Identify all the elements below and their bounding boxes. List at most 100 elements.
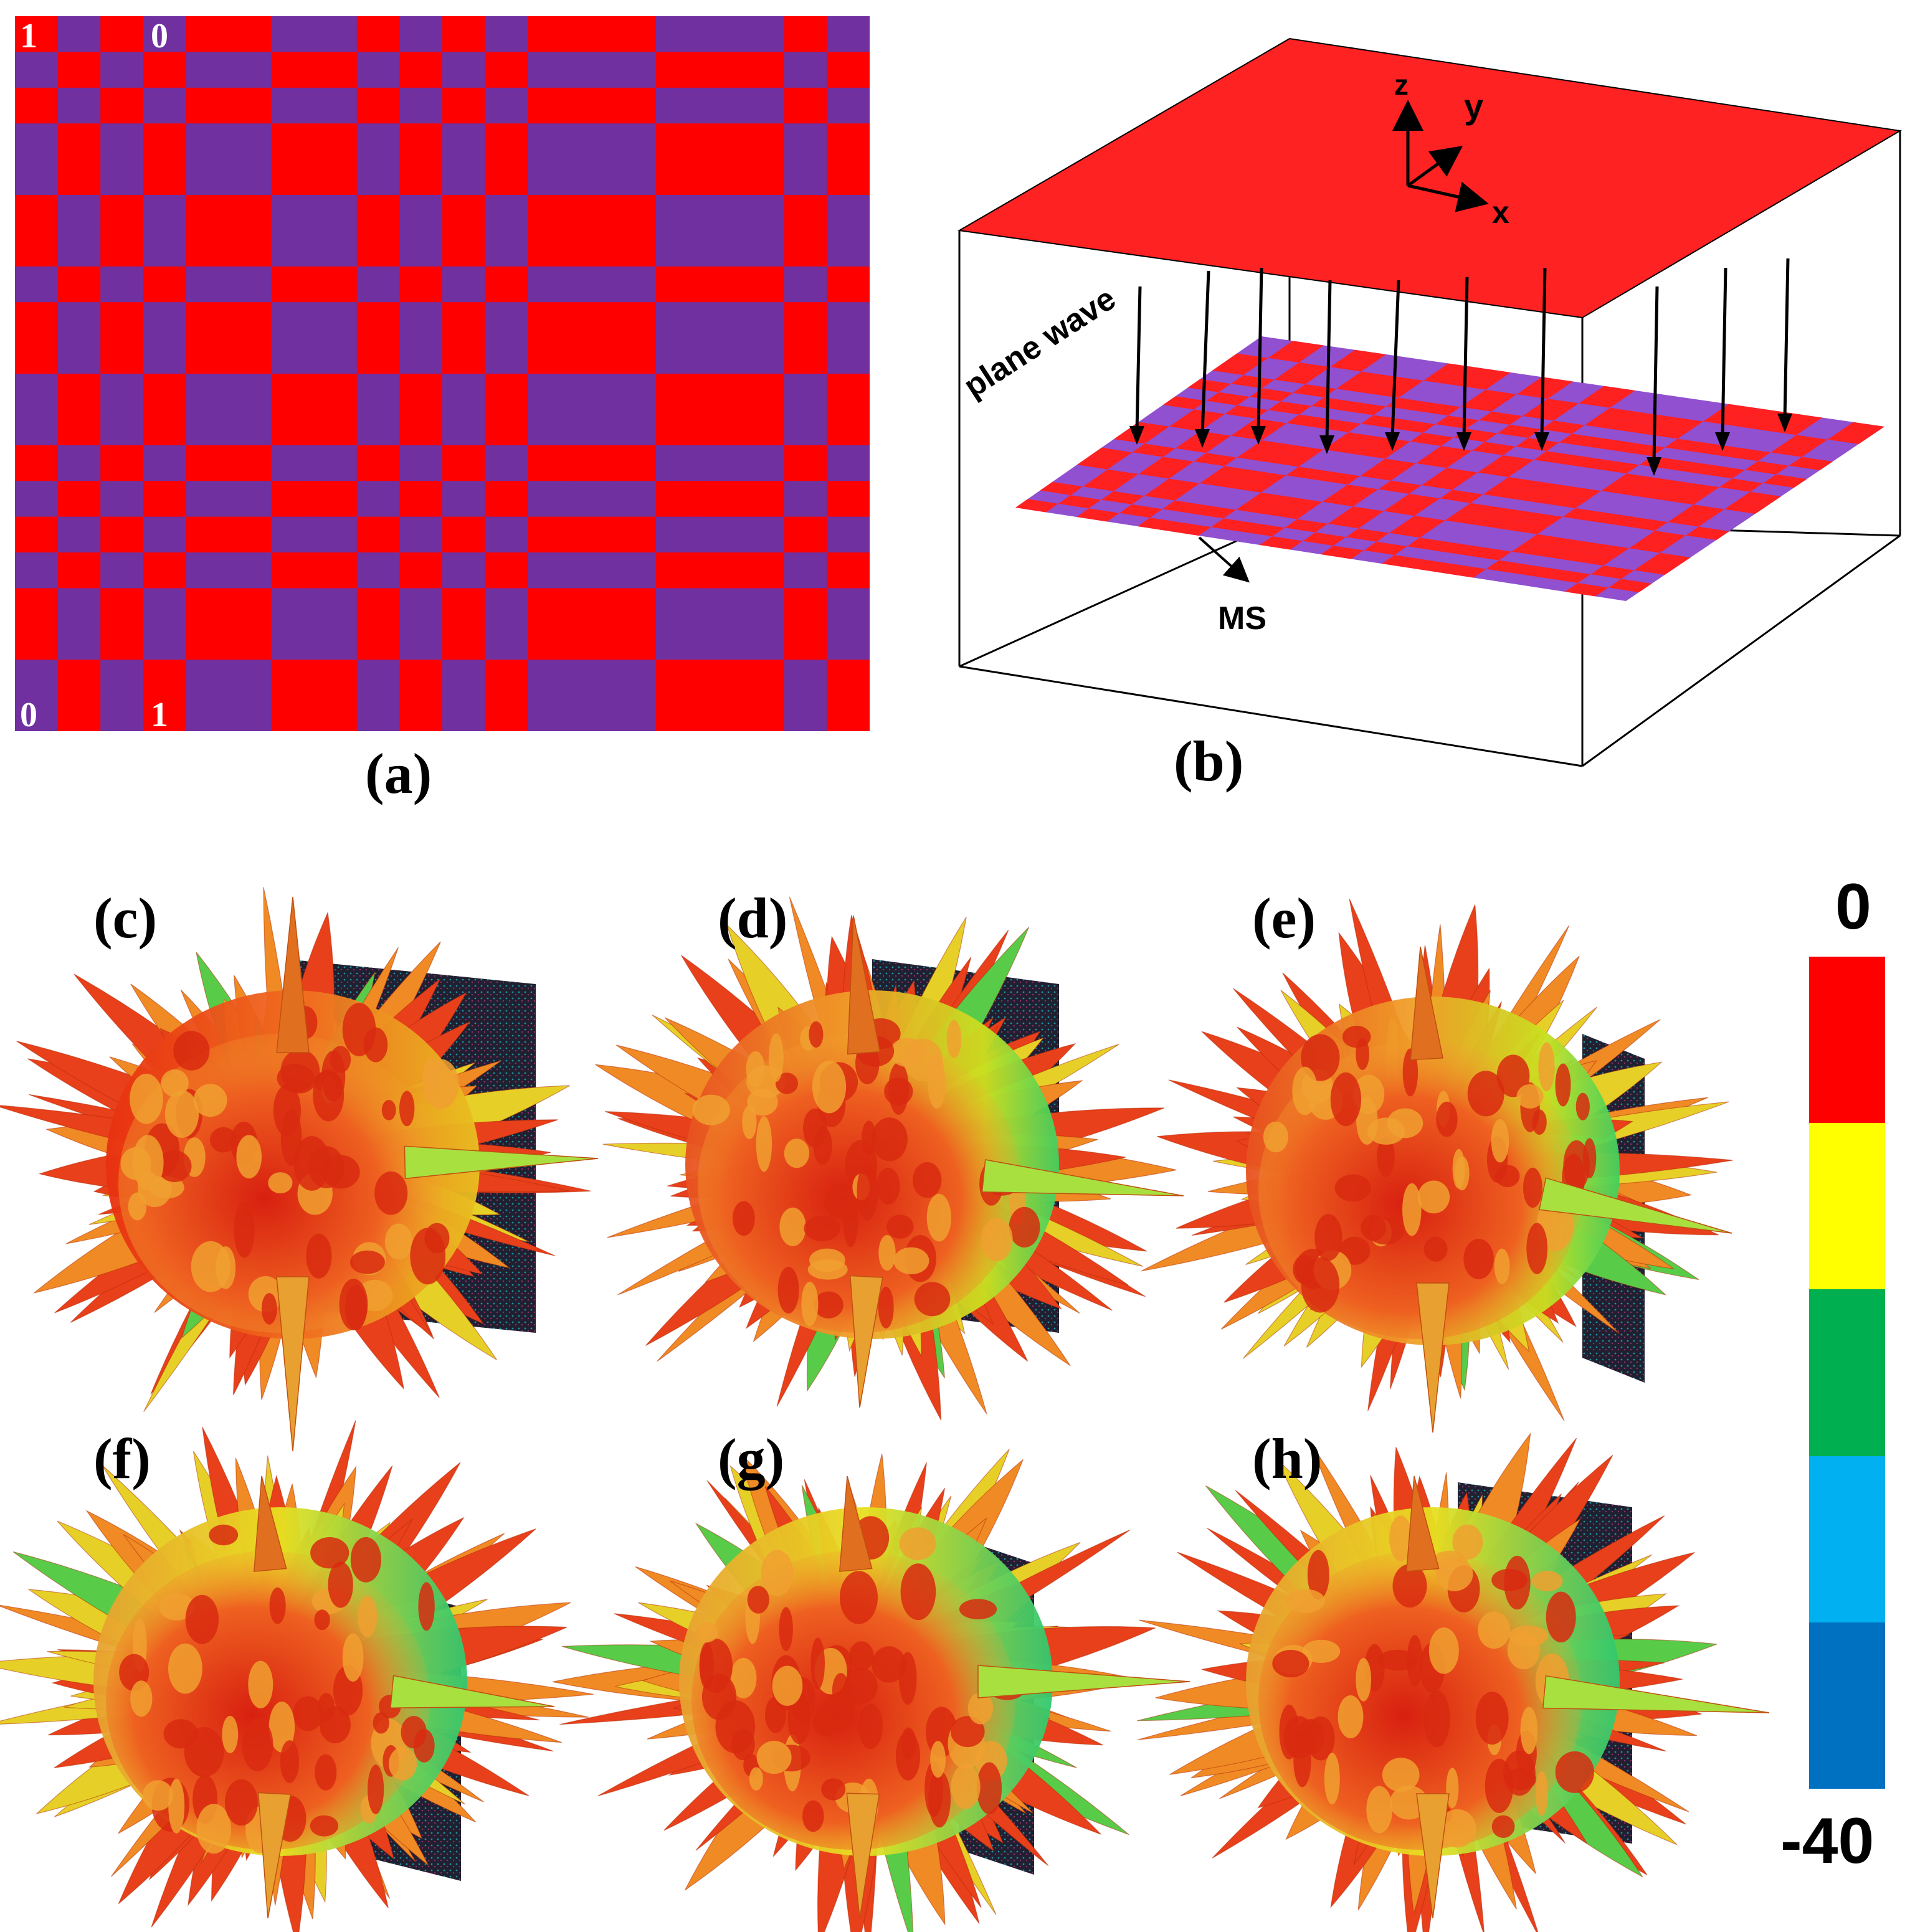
caption-b: (b) bbox=[1174, 729, 1244, 793]
ms-cell bbox=[1243, 470, 1286, 484]
coding-cell bbox=[784, 409, 827, 446]
coding-cell bbox=[741, 123, 785, 160]
main-lobe bbox=[847, 915, 881, 1055]
coding-cell bbox=[442, 302, 486, 339]
coding-cell bbox=[827, 87, 870, 124]
ms-cell bbox=[1437, 542, 1481, 556]
ms-cell bbox=[1562, 508, 1607, 522]
coding-cell bbox=[100, 409, 144, 446]
coding-cell bbox=[827, 588, 870, 625]
coding-cell bbox=[57, 374, 101, 410]
ms-cell bbox=[1242, 523, 1285, 537]
coding-cell bbox=[741, 623, 785, 660]
coding-cell bbox=[485, 409, 528, 446]
coding-cell bbox=[656, 588, 700, 625]
coding-cell bbox=[399, 445, 443, 481]
radiation-pattern-c bbox=[0, 887, 599, 1452]
coding-cell bbox=[314, 159, 358, 196]
coding-cell bbox=[15, 552, 59, 589]
coding-cell bbox=[271, 623, 315, 660]
coding-cell bbox=[356, 588, 400, 625]
coding-cell bbox=[15, 159, 59, 196]
coding-cell bbox=[57, 52, 101, 88]
coding-cell bbox=[827, 660, 870, 696]
ms-cell bbox=[1162, 500, 1205, 514]
coding-cell bbox=[613, 516, 657, 553]
coding-cell bbox=[356, 374, 400, 410]
coding-cell bbox=[784, 266, 827, 303]
coding-cell bbox=[570, 623, 614, 660]
caption-h: (h) bbox=[1252, 1427, 1323, 1490]
coding-cell bbox=[741, 159, 785, 196]
ms-cell bbox=[1280, 341, 1324, 354]
coding-cell bbox=[186, 195, 229, 231]
ms-cell bbox=[1593, 513, 1637, 526]
coding-cell bbox=[15, 374, 59, 410]
ms-cell bbox=[1364, 541, 1407, 556]
ms-cell bbox=[1476, 516, 1519, 530]
coding-cell bbox=[827, 266, 870, 303]
coding-cell bbox=[827, 52, 870, 88]
coding-cell bbox=[656, 87, 700, 124]
coding-cell bbox=[399, 623, 443, 660]
ms-cell bbox=[1316, 471, 1361, 485]
coding-cell bbox=[100, 516, 144, 553]
coding-cell bbox=[485, 552, 528, 589]
ms-cell bbox=[1268, 453, 1311, 467]
ms-cell bbox=[1323, 440, 1367, 455]
coding-cell bbox=[485, 588, 528, 625]
plane-wave-arrows bbox=[1129, 258, 1792, 476]
coding-cell bbox=[229, 516, 272, 553]
axis-label-x: x bbox=[1492, 195, 1509, 230]
coding-cell bbox=[186, 660, 229, 696]
ms-cell bbox=[1685, 526, 1729, 540]
ms-cell bbox=[1230, 479, 1274, 493]
coding-cell bbox=[399, 695, 443, 731]
ms-cell bbox=[1285, 519, 1328, 533]
coding-cell bbox=[356, 660, 400, 696]
coding-cell bbox=[186, 87, 229, 124]
ms-cell bbox=[1119, 504, 1162, 518]
ms-cell bbox=[1590, 438, 1634, 452]
coding-cell bbox=[399, 409, 443, 446]
coding-cell bbox=[570, 302, 614, 339]
coding-cell bbox=[356, 159, 400, 196]
coding-cell bbox=[741, 338, 785, 374]
coding-cell bbox=[827, 230, 870, 267]
ms-cell bbox=[1608, 579, 1652, 592]
coding-cell bbox=[57, 266, 101, 303]
caption-e: (e) bbox=[1252, 886, 1316, 950]
ms-cell bbox=[1770, 443, 1815, 457]
coding-cell bbox=[528, 481, 571, 518]
ms-cell bbox=[1163, 396, 1207, 410]
coding-cell bbox=[485, 516, 528, 553]
ms-cell bbox=[1472, 442, 1516, 455]
ms-cell bbox=[1675, 483, 1719, 496]
coding-cell bbox=[613, 445, 657, 481]
ms-cell bbox=[1392, 419, 1436, 433]
coding-cell bbox=[57, 302, 101, 339]
coding-cell bbox=[314, 338, 358, 374]
coding-cell bbox=[741, 481, 785, 518]
ms-cell bbox=[1342, 349, 1386, 363]
coding-cell bbox=[698, 481, 742, 518]
ms-cell bbox=[1076, 456, 1120, 470]
ms-cell bbox=[1212, 466, 1255, 480]
coding-cell bbox=[784, 302, 827, 339]
ms-cell bbox=[1555, 539, 1599, 552]
ms-cell bbox=[1734, 417, 1779, 431]
ms-pointer-arrow bbox=[1198, 536, 1250, 583]
ms-cell bbox=[1212, 362, 1256, 376]
ms-cell bbox=[1544, 495, 1589, 508]
coding-cell bbox=[271, 338, 315, 374]
coding-cell bbox=[229, 302, 272, 339]
coding-cell bbox=[271, 123, 315, 160]
coding-cell bbox=[314, 481, 358, 518]
ms-cell bbox=[1402, 516, 1445, 529]
ms-cell bbox=[1346, 528, 1389, 542]
coding-cell bbox=[528, 266, 571, 303]
coding-cell bbox=[314, 516, 358, 553]
coding-cell bbox=[186, 16, 229, 52]
ms-cell bbox=[1330, 358, 1374, 372]
coding-cell bbox=[698, 16, 742, 52]
